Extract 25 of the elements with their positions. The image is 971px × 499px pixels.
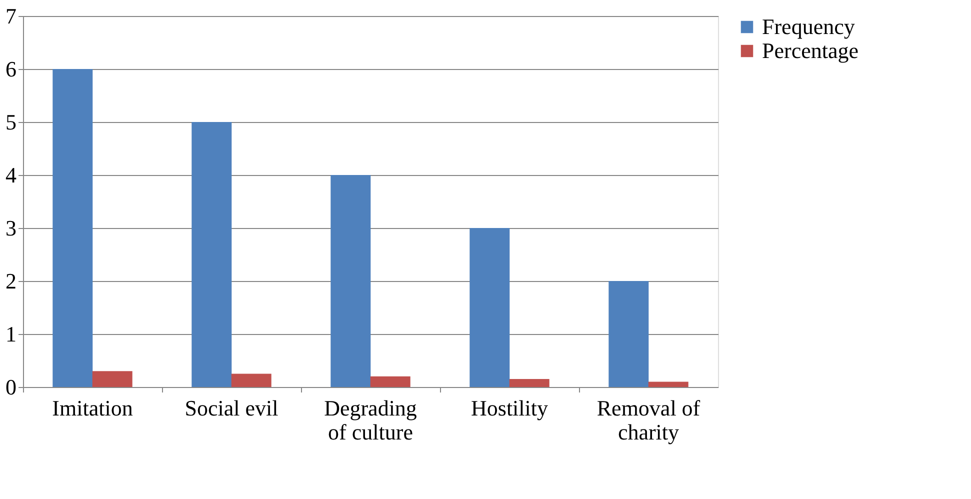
bar <box>92 371 132 387</box>
x-tick-label: Social evil <box>184 396 278 420</box>
bar <box>52 69 93 387</box>
y-tick-label: 3 <box>6 216 16 240</box>
x-tick-label: Degrading of culture <box>324 396 417 444</box>
y-tick-label: 5 <box>6 110 16 134</box>
y-tick-label: 4 <box>6 162 16 188</box>
bar <box>370 376 410 387</box>
bar <box>470 228 510 387</box>
bar <box>192 122 232 387</box>
x-tick-label: Removal of charity <box>596 396 701 444</box>
x-tick-label: Hostility <box>470 396 548 420</box>
bar <box>330 175 371 387</box>
bar <box>231 374 272 387</box>
legend-label: Percentage <box>762 38 858 63</box>
y-tick-label: 6 <box>6 56 16 82</box>
y-tick-label: 2 <box>6 268 16 294</box>
bar <box>648 382 688 387</box>
legend-label: Frequency <box>762 14 855 39</box>
y-tick-label: 7 <box>6 4 16 28</box>
x-tick-label: Imitation <box>52 396 133 420</box>
y-tick-label: 0 <box>6 374 16 400</box>
y-tick-label: 1 <box>6 322 16 346</box>
bar <box>608 281 649 387</box>
bar <box>509 379 550 387</box>
